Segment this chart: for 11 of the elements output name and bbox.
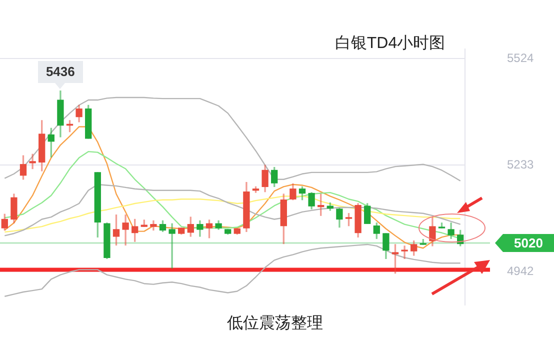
y-tick-label: 5524 <box>507 51 534 66</box>
y-tick-label: 4942 <box>507 264 534 278</box>
y-tick-label: 5233 <box>507 157 534 172</box>
candlestick <box>401 246 408 260</box>
text: 低位震荡整理 <box>226 314 324 334</box>
candlestick <box>168 223 176 269</box>
annotation: 5436 <box>38 60 83 83</box>
chart-title: 白银TD4小时图 <box>334 34 446 54</box>
candlestick <box>29 154 36 170</box>
ref-line-label: 5020 <box>514 236 543 251</box>
candlestick <box>122 214 129 246</box>
